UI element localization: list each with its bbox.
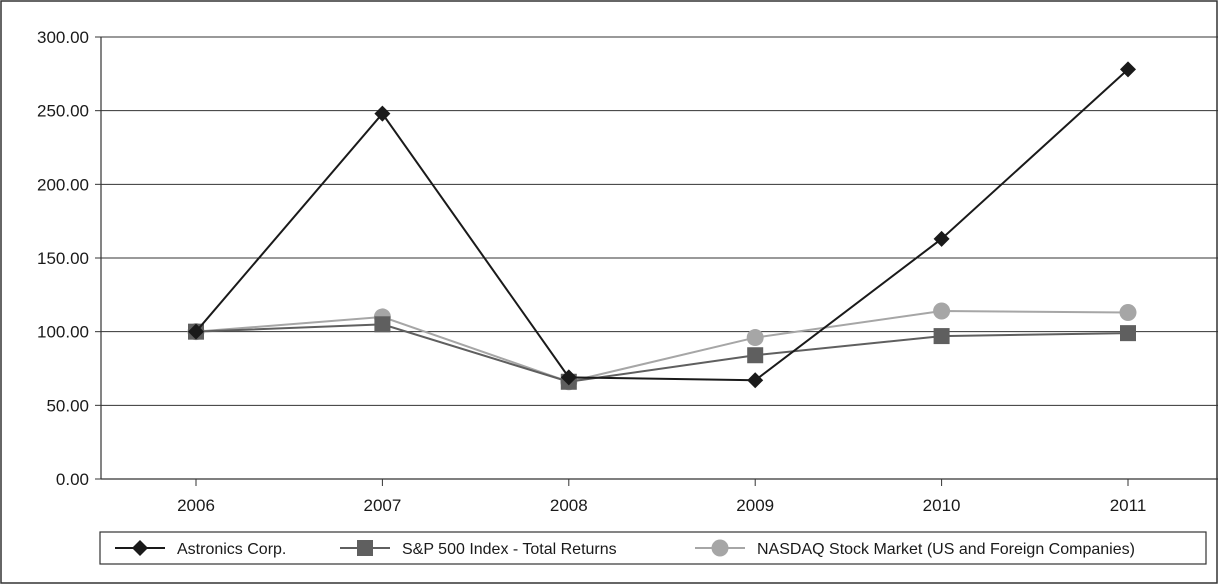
x-tick-label: 2006 xyxy=(177,496,215,515)
y-tick-label: 150.00 xyxy=(37,249,89,268)
legend-item: Astronics Corp. xyxy=(115,540,286,558)
series-layer xyxy=(187,61,1137,391)
data-point xyxy=(747,372,764,389)
axes: 0.00 50.00 100.00 150.00 200.00 250.00 300.00 2… xyxy=(37,28,1218,515)
y-tick-label: 250.00 xyxy=(37,102,89,121)
data-point xyxy=(560,369,577,386)
data-point xyxy=(374,316,391,333)
x-tick-label: 2010 xyxy=(923,496,961,515)
x-tick-label: 2009 xyxy=(736,496,774,515)
y-tick-label: 100.00 xyxy=(37,323,89,342)
legend-label: Astronics Corp. xyxy=(177,541,286,558)
legend-box xyxy=(99,531,1207,565)
legend-marker xyxy=(357,540,373,556)
data-point xyxy=(746,329,764,347)
series-line xyxy=(195,323,1129,383)
data-point xyxy=(747,347,764,364)
data-point xyxy=(1120,61,1136,78)
data-point xyxy=(933,302,951,320)
legend-label: S&P 500 Index - Total Returns xyxy=(402,541,617,558)
series-diamond xyxy=(188,61,1136,389)
y-tick-label: 300.00 xyxy=(37,28,89,47)
data-point xyxy=(1119,304,1137,322)
x-tick-label: 2007 xyxy=(363,496,401,515)
gridlines xyxy=(101,36,1218,406)
x-tick-label: 2011 xyxy=(1110,496,1147,515)
y-tick-label: 50.00 xyxy=(46,396,89,415)
series-line xyxy=(195,68,1129,382)
legend-item: S&P 500 Index - Total Returns xyxy=(340,540,617,558)
data-point xyxy=(374,105,391,122)
legend-label: NASDAQ Stock Market (US and Foreign Comp… xyxy=(757,541,1135,558)
legend-marker xyxy=(132,540,148,556)
y-tick-label: 200.00 xyxy=(37,175,89,194)
data-point xyxy=(933,328,950,345)
data-point xyxy=(188,323,204,340)
data-point xyxy=(933,230,950,247)
data-point xyxy=(1120,325,1136,342)
legend-item: NASDAQ Stock Market (US and Foreign Comp… xyxy=(695,539,1135,558)
y-tick-label: 0.00 xyxy=(56,470,89,489)
x-tick-label: 2008 xyxy=(550,496,588,515)
series-line xyxy=(195,310,1129,383)
legend: Astronics Corp. S&P 500 Index - Total Ret… xyxy=(99,531,1207,565)
legend-marker xyxy=(711,539,729,557)
